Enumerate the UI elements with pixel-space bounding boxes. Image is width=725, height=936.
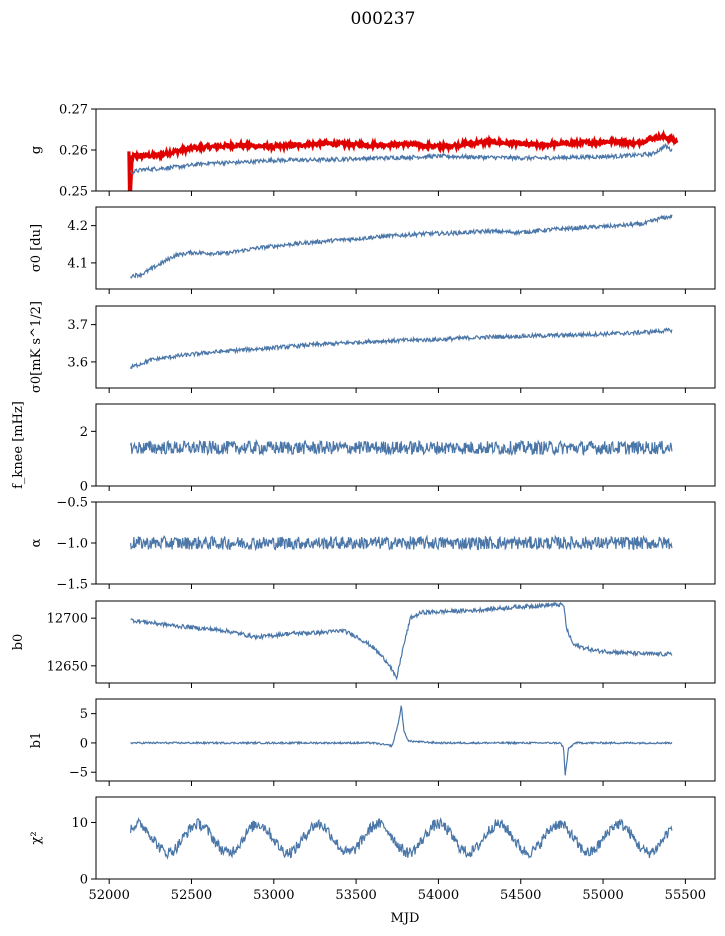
panel-0: 0.25 0.26 0.27 g [29, 103, 716, 200]
series-line-7-0 [130, 816, 673, 860]
y-tick-label: 4.1 [67, 256, 88, 271]
figure-title: 000237 [351, 9, 416, 29]
y-tick-label: 0 [80, 480, 88, 495]
panel-frame [95, 403, 716, 487]
panel-7: 0 10 χ² [29, 796, 716, 888]
x-tick-label: 53500 [335, 888, 376, 903]
panel-frame [95, 796, 716, 880]
x-tick-label: 55500 [665, 888, 706, 903]
x-tick-label: 54500 [500, 888, 541, 903]
panel-6: −5 0 5 b1 [29, 698, 716, 786]
panel-1: 4.1 4.2 σ0 [du] [29, 206, 716, 294]
y-tick-label: 0 [80, 873, 88, 888]
x-tick-label: 52500 [171, 888, 212, 903]
y-axis-label: σ0 [du] [29, 224, 44, 272]
y-tick-label: 2 [80, 425, 88, 440]
y-tick-label: −1.5 [56, 578, 88, 593]
y-axis-label: σ0[mK s^1/2] [29, 301, 44, 393]
panel-5: 12650 12700 b0 [11, 600, 716, 688]
series-line-5-0 [130, 601, 673, 681]
x-tick-label: 54000 [418, 888, 459, 903]
panel-frame [95, 305, 716, 389]
panels: 0.25 0.26 0.27 g 4.1 4.2 σ0 [du] 3.6 3.7 σ0[mK s^… [11, 103, 716, 888]
x-axis-label: MJD [391, 911, 420, 926]
y-tick-label: 3.6 [67, 355, 88, 370]
series-line-4-0 [130, 534, 673, 552]
y-tick-label: −5 [69, 766, 88, 781]
panel-frame [95, 206, 716, 290]
y-tick-label: 5 [80, 707, 88, 722]
y-tick-label: −1.0 [56, 537, 88, 552]
y-tick-label: 12700 [47, 612, 88, 627]
y-axis-label: g [29, 146, 44, 154]
y-tick-label: 3.7 [67, 318, 88, 333]
series-line-0-0 [127, 129, 679, 191]
y-axis-label: b1 [29, 732, 44, 749]
series-line-2-0 [130, 327, 673, 370]
series-line-3-0 [130, 438, 673, 457]
panel-4: −1.5 −1.0 −0.5 α [29, 496, 716, 593]
y-axis-label: α [29, 538, 44, 547]
panel-frame [95, 600, 716, 684]
panel-3: 0 2 f_knee [mHz] [11, 401, 716, 495]
y-tick-label: 0.26 [59, 144, 88, 159]
series-line-6-0 [130, 705, 673, 776]
panel-2: 3.6 3.7 σ0[mK s^1/2] [29, 301, 716, 393]
y-tick-label: 12650 [47, 659, 88, 674]
y-axis-label: f_knee [mHz] [11, 401, 26, 489]
x-axis-ticks: 52000 52500 53000 53500 54000 54500 55000 55500 [88, 888, 706, 903]
y-axis-label: b0 [11, 634, 26, 651]
x-tick-label: 53000 [253, 888, 294, 903]
y-tick-label: 0.27 [59, 103, 88, 118]
y-tick-label: 10 [71, 816, 88, 831]
y-tick-label: 4.2 [67, 219, 88, 234]
series-line-0-1 [130, 142, 673, 175]
series-line-1-0 [130, 214, 673, 279]
y-tick-label: 0 [80, 736, 88, 751]
y-tick-label: 0.25 [59, 185, 88, 200]
x-tick-label: 55000 [582, 888, 623, 903]
y-axis-label: χ² [29, 831, 44, 844]
x-tick-label: 52000 [88, 888, 129, 903]
y-tick-label: −0.5 [56, 496, 88, 511]
panel-frame [95, 698, 716, 782]
